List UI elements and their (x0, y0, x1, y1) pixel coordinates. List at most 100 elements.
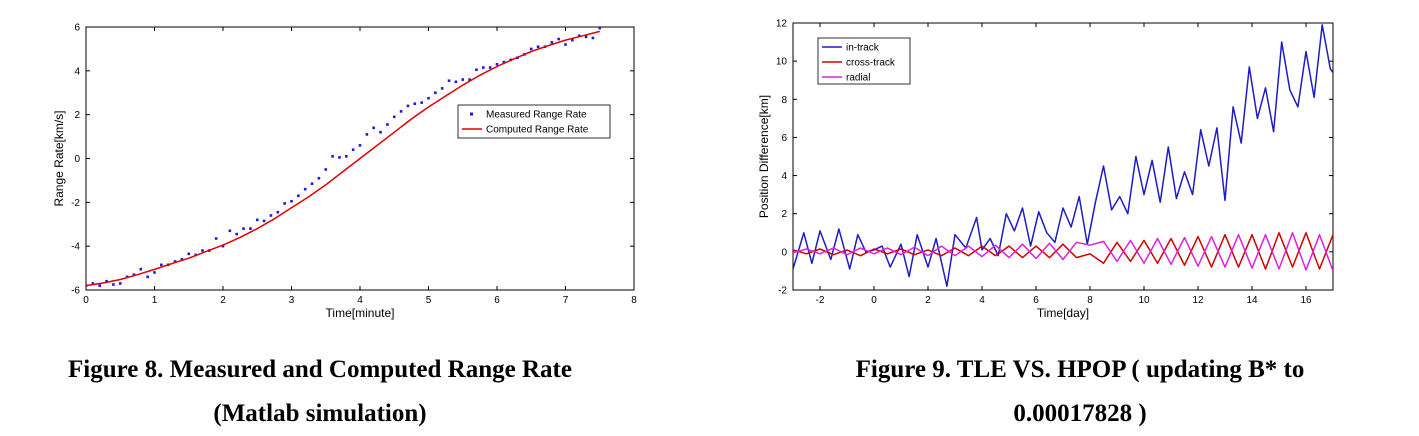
x-tick-label: 3 (289, 295, 295, 306)
x-axis-label: Time[day] (1037, 306, 1089, 320)
y-tick-label: 12 (776, 19, 788, 30)
data-point (454, 80, 458, 84)
series-line-in-track (793, 24, 1333, 287)
data-point (173, 260, 177, 263)
legend-entry-label: Computed Range Rate (486, 125, 589, 136)
data-point (550, 41, 554, 44)
x-tick-label: -2 (816, 295, 825, 306)
data-point (317, 176, 321, 180)
x-tick-label: 6 (1033, 295, 1039, 306)
legend-entry-label: radial (846, 73, 870, 84)
data-point (529, 47, 533, 51)
data-point (310, 182, 314, 186)
x-tick-label: 4 (979, 295, 985, 306)
data-point (434, 91, 437, 95)
data-point (297, 194, 300, 198)
data-point (242, 227, 245, 230)
data-point (598, 27, 602, 30)
x-tick-label: 14 (1246, 295, 1258, 306)
data-point (536, 45, 540, 49)
y-tick-label: -2 (71, 198, 80, 209)
legend-entry-label: cross-track (846, 58, 896, 69)
series-group (793, 24, 1333, 287)
x-tick-label: 16 (1300, 295, 1312, 306)
x-tick-label: 5 (426, 295, 432, 306)
data-point (564, 43, 567, 46)
data-point (440, 87, 444, 90)
series-line-cross-track (793, 232, 1333, 270)
x-tick-label: 2 (220, 295, 226, 306)
data-point (214, 237, 218, 240)
data-point (584, 35, 588, 39)
y-tick-label: 0 (74, 154, 80, 165)
data-point (160, 263, 163, 267)
figure-9-chart: -2 0 2 4 6 8 10 12 14 16 -2 0 2 4 6 8 10 12 Time[day] Posit… (757, 19, 1334, 320)
data-point (365, 133, 369, 136)
data-point (139, 267, 143, 271)
series-group (86, 27, 602, 287)
data-point (379, 130, 382, 134)
figure-8-chart: 0 1 2 3 4 5 6 7 8 -6 -4 -2 0 2 4 6 Time[minute] Range Rat… (52, 23, 637, 321)
data-point (221, 244, 225, 248)
y-tick-label: 0 (781, 247, 787, 258)
data-point (324, 168, 328, 171)
x-tick-label: 2 (925, 295, 931, 306)
y-tick-label: 8 (781, 95, 787, 106)
x-tick-label: 6 (494, 295, 500, 306)
x-tick-label: 10 (1138, 295, 1150, 306)
figure-8-caption-line2: (Matlab simulation) (213, 400, 427, 427)
x-tick-label: 7 (563, 295, 569, 306)
figure-8-caption: Figure 8. Measured and Computed Range Ra… (0, 348, 640, 436)
data-point (482, 66, 485, 69)
y-tick-label: 10 (776, 57, 788, 68)
data-point (358, 144, 362, 147)
data-point (502, 60, 506, 64)
data-point (386, 123, 389, 126)
y-tick-label: 6 (781, 133, 787, 144)
data-point (290, 199, 293, 203)
data-point (98, 284, 101, 287)
y-axis-label: Position Difference[km] (757, 95, 771, 218)
data-point (262, 219, 266, 223)
data-point (392, 115, 396, 119)
x-axis-label: Time[minute] (326, 306, 395, 320)
y-tick-label: -2 (778, 286, 787, 297)
data-point (461, 78, 465, 81)
y-axis-label: Range Rate[km/s] (52, 110, 66, 206)
y-tick-label: 2 (74, 110, 80, 121)
data-point (283, 202, 286, 205)
legend-entry-label: in-track (846, 43, 880, 54)
y-tick-label: -6 (71, 286, 80, 297)
data-point (571, 38, 574, 42)
data-point (475, 68, 478, 72)
data-point (303, 187, 307, 191)
data-point (180, 258, 184, 261)
figure-8-caption-line1: Figure 8. Measured and Computed Range Ra… (68, 356, 572, 383)
data-point (201, 249, 204, 252)
y-tick-label: 4 (74, 66, 80, 77)
data-point (112, 283, 115, 286)
figure-9-caption-line1: Figure 9. TLE VS. HPOP ( updating B* to (855, 356, 1305, 383)
x-tick-label: 0 (871, 295, 877, 306)
data-point (591, 36, 595, 40)
data-point (276, 210, 280, 214)
x-tick-label: 4 (357, 295, 363, 306)
y-tick-label: 4 (781, 171, 787, 182)
data-point (269, 214, 273, 217)
figure-9-caption: Figure 9. TLE VS. HPOP ( updating B* to … (760, 348, 1400, 436)
data-point (153, 271, 156, 274)
data-point (351, 148, 355, 152)
legend-box (457, 104, 611, 139)
data-point (255, 218, 259, 222)
data-point (118, 282, 122, 285)
data-point (468, 78, 471, 81)
legend-entry-label: Measured Range Rate (486, 110, 587, 121)
legend-box (817, 37, 911, 85)
data-point (447, 79, 451, 82)
data-point (338, 156, 341, 159)
y-tick-label: 2 (781, 209, 787, 220)
data-point (91, 282, 95, 285)
data-point (406, 104, 410, 108)
data-point (235, 232, 238, 236)
